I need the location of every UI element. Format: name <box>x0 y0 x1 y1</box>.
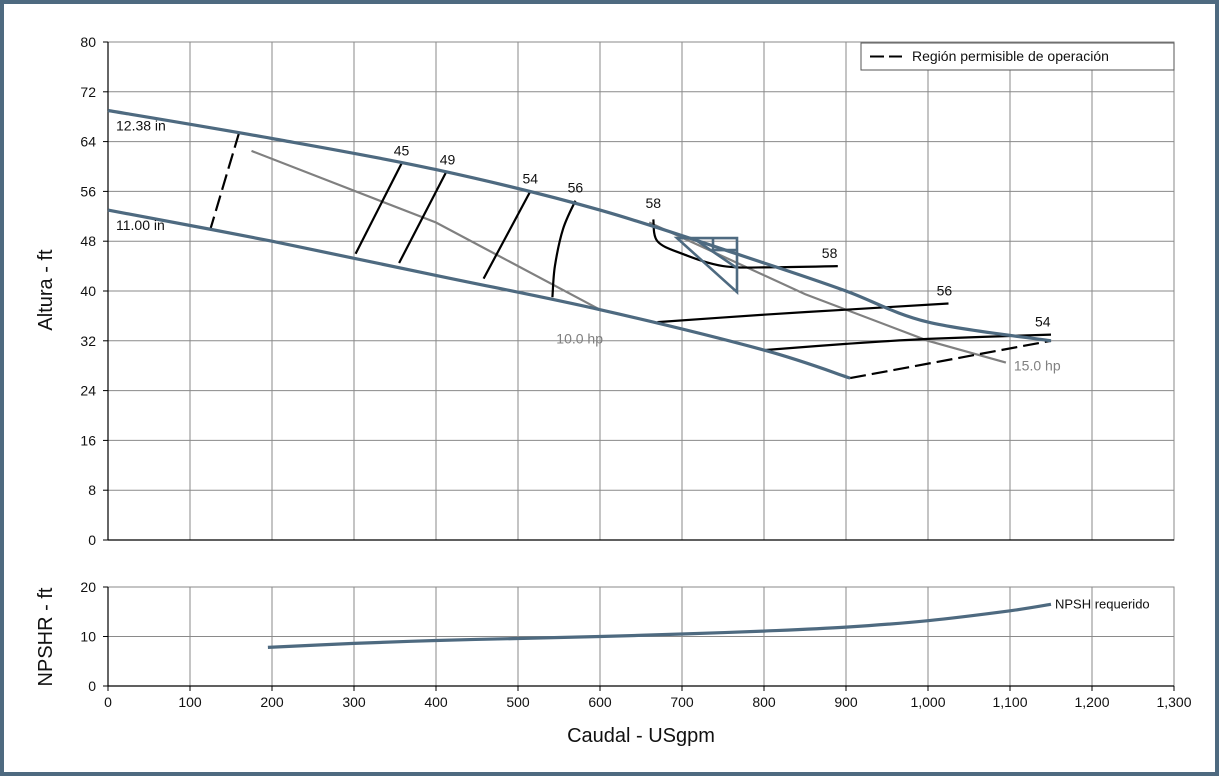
efficiency-curve <box>482 190 532 280</box>
x-tick-label: 1,300 <box>1156 694 1191 710</box>
head-y-tick-label: 64 <box>80 134 96 150</box>
efficiency-label: 54 <box>523 170 539 186</box>
bep-marker <box>673 236 739 296</box>
x-tick-label: 300 <box>342 694 366 710</box>
x-tick-label: 600 <box>588 694 612 710</box>
x-tick-label: 700 <box>670 694 694 710</box>
head-y-tick-label: 40 <box>80 283 96 299</box>
efficiency-label: 56 <box>568 180 584 196</box>
head-y-tick-label: 32 <box>80 333 96 349</box>
efficiency-label: 56 <box>937 282 953 298</box>
power-curve <box>251 149 601 311</box>
efficiency-label: 49 <box>440 152 456 168</box>
head-y-tick-label: 0 <box>88 532 96 548</box>
head-y-tick-label: 24 <box>80 383 96 399</box>
x-tick-label: 100 <box>178 694 202 710</box>
npsh-y-tick-label: 10 <box>80 629 96 645</box>
allowable-region-boundary <box>209 131 241 230</box>
head-y-tick-label: 80 <box>80 34 96 50</box>
impeller-head-curve <box>107 108 1052 343</box>
power-curve-label: 15.0 hp <box>1014 358 1061 374</box>
efficiency-curve <box>763 333 1052 352</box>
impeller-diameter-label: 12.38 in <box>116 117 166 133</box>
head-y-tick-label: 72 <box>80 84 96 100</box>
efficiency-label: 45 <box>394 142 410 158</box>
legend-label: Región permisible de operación <box>912 48 1109 64</box>
allowable-region-boundary <box>849 339 1052 380</box>
power-curve-label: 10.0 hp <box>556 331 603 347</box>
efficiency-curve <box>657 302 949 324</box>
x-tick-label: 800 <box>752 694 776 710</box>
x-tick-label: 900 <box>834 694 858 710</box>
x-axis-ticks: 0 100 200 300 400 500 600 700 800 900 1,000 1,100 1,… <box>104 686 1192 710</box>
head-y-tick-label: 56 <box>80 183 96 199</box>
x-tick-label: 1,100 <box>992 694 1027 710</box>
x-tick-label: 1,200 <box>1074 694 1109 710</box>
power-curve <box>648 221 1007 364</box>
x-axis-title: Caudal - USgpm <box>567 725 715 747</box>
npsh-plot: 0 10 20 NPSH requerido <box>80 579 1175 694</box>
head-y-tick-label: 48 <box>80 233 96 249</box>
npsh-required-label: NPSH requerido <box>1055 596 1150 611</box>
npsh-y-tick-label: 20 <box>80 579 96 595</box>
head-plot: 0 8 16 24 32 40 48 56 64 72 80 10.0 hp 15.0 hp 45 49 54… <box>80 34 1175 548</box>
efficiency-label: 54 <box>1035 313 1051 329</box>
efficiency-curve <box>551 200 577 298</box>
x-tick-label: 200 <box>260 694 284 710</box>
head-y-tick-label: 16 <box>80 432 96 448</box>
x-tick-label: 500 <box>506 694 530 710</box>
legend: Región permisible de operación <box>860 42 1175 71</box>
npsh-required-curve <box>267 602 1052 649</box>
npsh-y-axis-title: NPSHR - ft <box>35 587 57 686</box>
legend-box <box>860 42 1175 71</box>
efficiency-curve <box>398 172 447 264</box>
efficiency-label: 58 <box>822 245 838 261</box>
efficiency-curve <box>354 162 403 255</box>
x-tick-label: 0 <box>104 694 112 710</box>
efficiency-label: 58 <box>646 195 662 211</box>
npsh-y-tick-label: 0 <box>88 678 96 694</box>
head-y-tick-label: 8 <box>88 482 96 498</box>
impeller-diameter-label: 11.00 in <box>116 217 165 233</box>
head-y-axis-title: Altura - ft <box>35 249 57 331</box>
x-tick-label: 400 <box>424 694 448 710</box>
impeller-head-curve <box>107 208 851 380</box>
x-tick-label: 1,000 <box>910 694 945 710</box>
